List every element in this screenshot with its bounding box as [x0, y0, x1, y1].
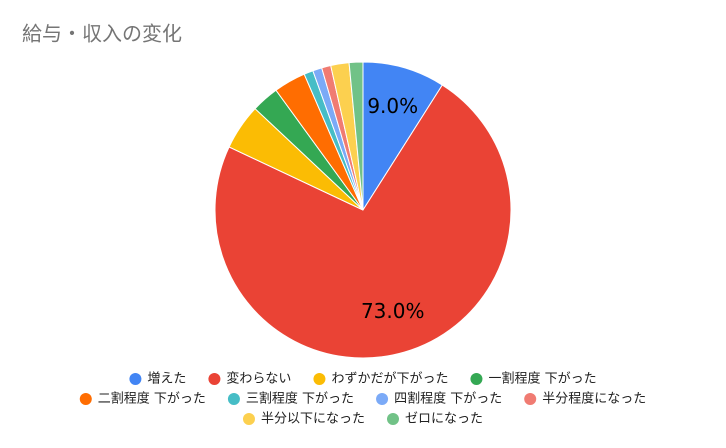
legend-label: わずかだが下がった: [331, 372, 448, 387]
legend-marker: [79, 393, 92, 405]
legend-label: 変わらない: [226, 371, 291, 387]
legend-item: 半分以下になった: [242, 412, 365, 427]
legend-marker: [524, 393, 537, 405]
legend-marker: [242, 413, 255, 425]
legend-item: 一割程度 下がった: [470, 371, 597, 387]
legend-marker: [129, 373, 142, 385]
legend-marker: [470, 373, 483, 385]
legend-item: 三割程度 下がった: [227, 391, 354, 407]
pie-slice: [214, 84, 512, 359]
legend-label: 三割程度 下がった: [246, 391, 354, 407]
legend-label: 二割程度 下がった: [98, 391, 206, 407]
legend-label: ゼロになった: [405, 412, 483, 427]
legend-item: 増えた: [129, 372, 186, 387]
legend-marker: [387, 413, 399, 425]
legend-marker: [227, 393, 240, 405]
data-label: 9.0%: [367, 94, 418, 118]
legend-item: 変わらない: [208, 371, 291, 387]
legend-label: 四割程度 下がった: [394, 391, 502, 407]
legend-item: 半分程度になった: [524, 391, 646, 407]
pie-slice: [348, 61, 364, 211]
legend-marker: [313, 373, 326, 385]
data-label: 73.0%: [361, 299, 425, 323]
chart-title: 給与・収入の変化: [22, 22, 182, 46]
legend-item: ゼロになった: [387, 412, 483, 427]
legend-label: 一割程度 下がった: [488, 371, 596, 387]
legend-item: 二割程度 下がった: [79, 391, 206, 407]
legend-label: 半分程度になった: [542, 391, 646, 407]
legend-item: わずかだが下がった: [313, 372, 448, 387]
legend-label: 増えた: [147, 372, 186, 387]
pie-slice: [362, 61, 443, 212]
legend-marker: [376, 393, 389, 405]
legend-marker: [208, 373, 221, 385]
legend-item: 四割程度 下がった: [376, 391, 502, 407]
legend-label: 半分以下になった: [261, 412, 365, 427]
